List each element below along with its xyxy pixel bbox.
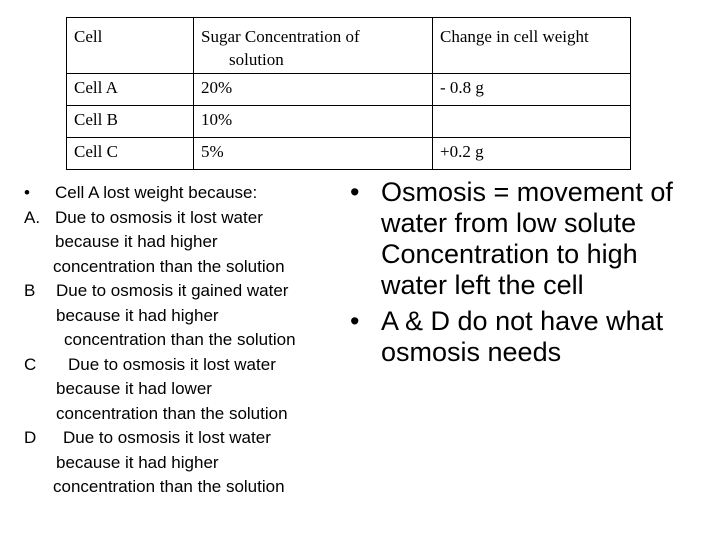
bullet-icon: • (24, 183, 30, 202)
bullet-icon: • (350, 306, 360, 336)
header-change: Change in cell weight (432, 17, 631, 74)
data-table: Cell Sugar Concentration of solution Cha… (66, 17, 631, 170)
cell-sugar: 20% (193, 73, 433, 106)
cell-name: Cell A (66, 73, 194, 106)
option-b-line2: because it had higher (56, 305, 219, 325)
option-b-line3: concentration than the solution (64, 330, 296, 349)
header-sugar-line2: solution (229, 50, 284, 69)
note-2-line2: osmosis needs (381, 337, 562, 367)
option-a-line3: concentration than the solution (53, 256, 285, 276)
header-cell: Cell (66, 17, 194, 74)
question-block: • Cell A lost weight because: A. Due to os… (24, 181, 344, 500)
header-sugar: Sugar Concentration of solution (193, 17, 433, 74)
cell-name: Cell C (66, 137, 194, 170)
option-letter: D (24, 428, 37, 447)
question-line: • Cell A lost weight because: (24, 181, 344, 206)
cell-change: - 0.8 g (432, 73, 631, 106)
cell-sugar: 10% (193, 105, 433, 138)
option-d-line3: concentration than the solution (53, 477, 285, 496)
option-letter: A. (24, 207, 41, 227)
note-2-line1: • A & D do not have what (350, 306, 664, 336)
option-c-line3: concentration than the solution (56, 403, 288, 423)
option-b-line1: B Due to osmosis it gained water (24, 279, 344, 304)
table-row: Cell B 10% (66, 105, 631, 138)
option-c-line2: because it had lower (56, 379, 212, 398)
cell-change (432, 105, 631, 138)
note-1-line2: water from low solute (381, 208, 637, 238)
table-row: Cell C 5% +0.2 g (66, 137, 631, 170)
option-d-line2: because it had higher (56, 452, 219, 472)
cell-name: Cell B (66, 105, 194, 138)
option-letter: B (24, 281, 36, 300)
option-letter: C (24, 354, 37, 374)
cell-change: +0.2 g (432, 137, 631, 170)
option-c-line1: C Due to osmosis it lost water (24, 353, 344, 378)
bullet-icon: • (350, 177, 360, 207)
option-d-line1: D Due to osmosis it lost water (24, 426, 344, 451)
option-a-line2: because it had higher (55, 232, 218, 251)
header-sugar-line1: Sugar Concentration of (201, 27, 360, 46)
table-row: Cell A 20% - 0.8 g (66, 73, 631, 106)
option-a-line1: A. Due to osmosis it lost water (24, 206, 344, 231)
question-text: Cell A lost weight because: (55, 183, 258, 202)
note-1-line1: • Osmosis = movement of (350, 177, 673, 207)
note-1-line3: Concentration to high (381, 239, 638, 269)
notes-block: • Osmosis = movement of water from low so… (350, 177, 718, 368)
table-header-row: Cell Sugar Concentration of solution Cha… (66, 17, 631, 74)
cell-sugar: 5% (193, 137, 433, 170)
note-1-line4: water left the cell (381, 270, 584, 300)
